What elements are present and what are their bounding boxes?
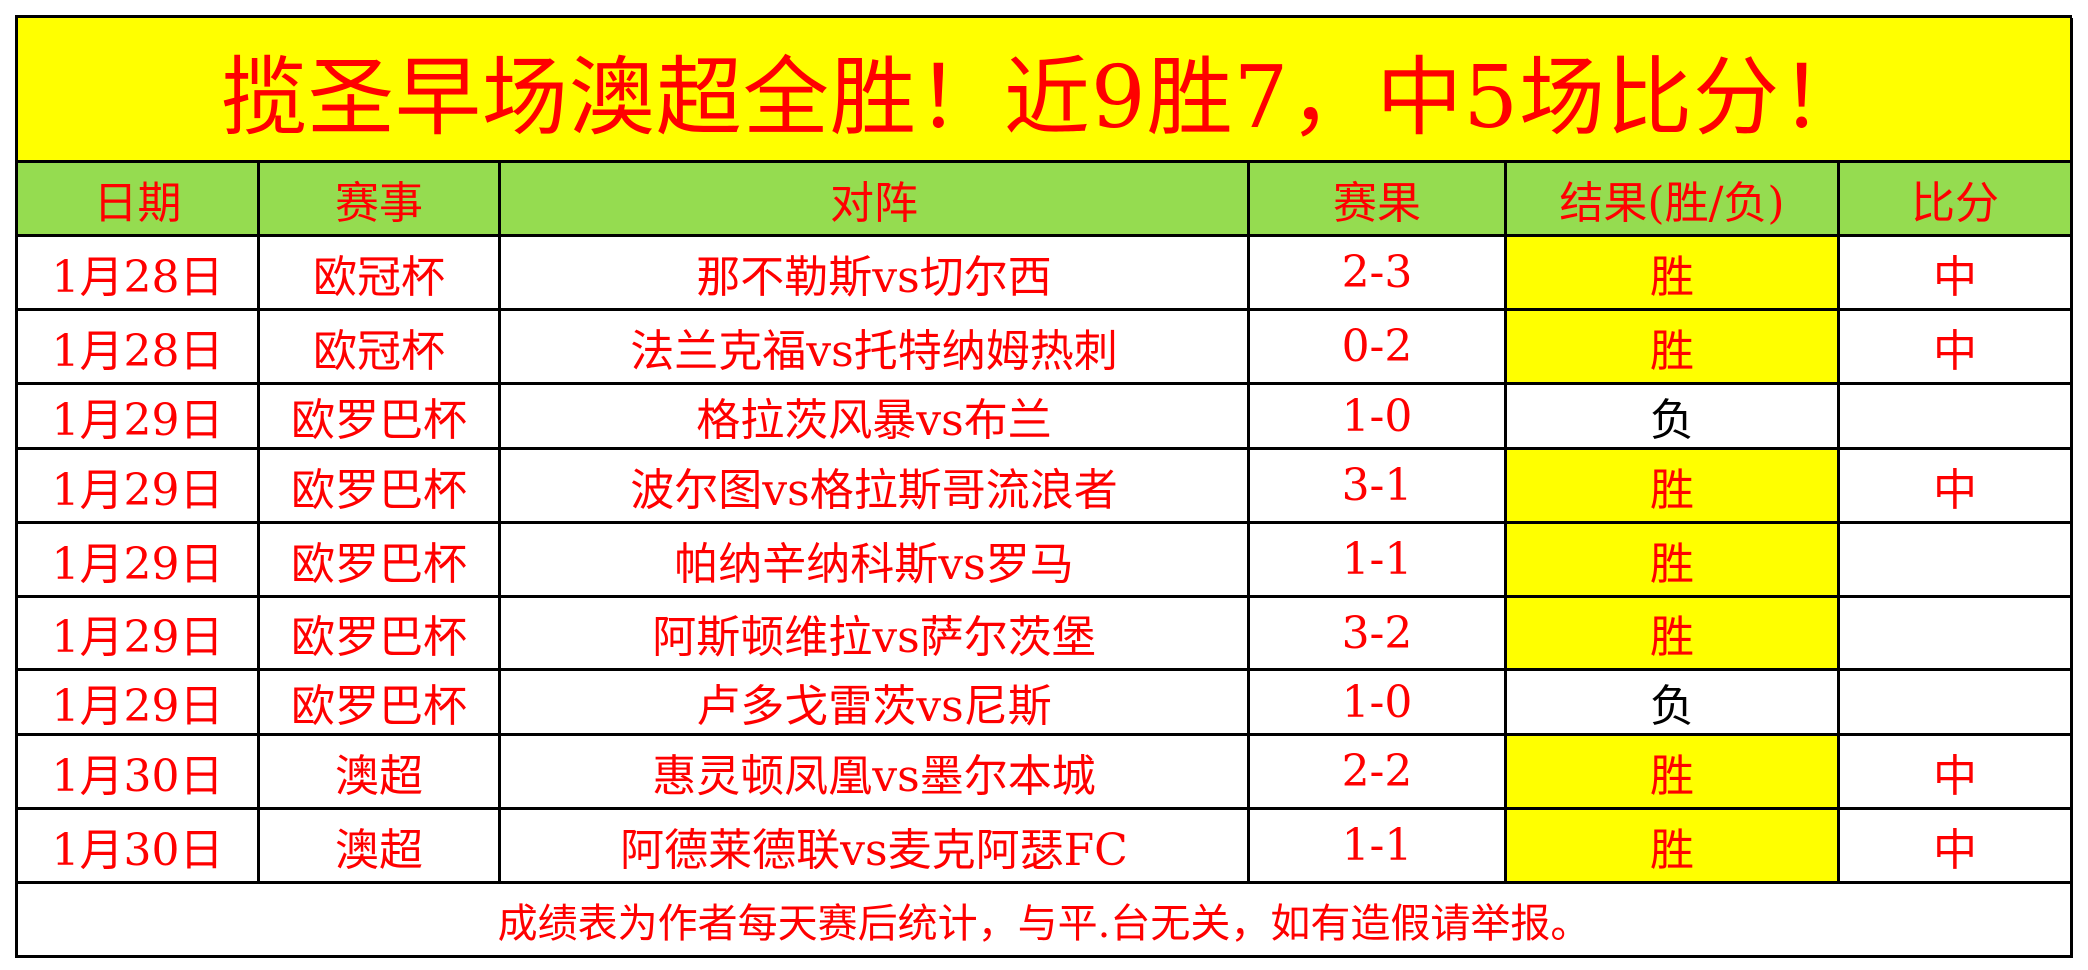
- score-cell: 0-2: [1250, 311, 1507, 385]
- date-cell: 1月29日: [18, 385, 260, 450]
- result-cell: 胜: [1507, 524, 1840, 598]
- score-cell: 1-0: [1250, 385, 1507, 450]
- exact-score-cell: 中: [1840, 810, 2073, 884]
- result-cell: 胜: [1507, 237, 1840, 311]
- match-cell: 阿斯顿维拉vs萨尔茨堡: [501, 598, 1250, 671]
- exact-score-cell: [1840, 385, 2073, 450]
- date-cell: 1月30日: [18, 736, 260, 810]
- date-cell: 1月29日: [18, 598, 260, 671]
- date-cell: 1月29日: [18, 671, 260, 736]
- score-cell: 1-1: [1250, 524, 1507, 598]
- match-cell: 卢多戈雷茨vs尼斯: [501, 671, 1250, 736]
- header-result: 结果(胜/负): [1507, 163, 1840, 237]
- league-cell: 澳超: [260, 736, 501, 810]
- league-cell: 欧罗巴杯: [260, 524, 501, 598]
- date-cell: 1月28日: [18, 311, 260, 385]
- date-cell: 1月28日: [18, 237, 260, 311]
- league-cell: 欧冠杯: [260, 237, 501, 311]
- score-cell: 1-0: [1250, 671, 1507, 736]
- league-cell: 欧冠杯: [260, 311, 501, 385]
- header-score: 赛果: [1250, 163, 1507, 237]
- results-table: 揽圣早场澳超全胜！近9胜7，中5场比分！ 日期 赛事 对阵 赛果 结果(胜/负)…: [15, 15, 2073, 958]
- exact-score-cell: 中: [1840, 450, 2073, 524]
- match-cell: 阿德莱德联vs麦克阿瑟FC: [501, 810, 1250, 884]
- score-cell: 3-1: [1250, 450, 1507, 524]
- score-cell: 2-3: [1250, 237, 1507, 311]
- header-date: 日期: [18, 163, 260, 237]
- result-cell: 胜: [1507, 598, 1840, 671]
- score-cell: 2-2: [1250, 736, 1507, 810]
- result-cell: 胜: [1507, 311, 1840, 385]
- league-cell: 欧罗巴杯: [260, 450, 501, 524]
- match-cell: 惠灵顿凤凰vs墨尔本城: [501, 736, 1250, 810]
- footer-note: 成绩表为作者每天赛后统计，与平.台无关，如有造假请举报。: [18, 884, 2073, 958]
- exact-score-cell: [1840, 598, 2073, 671]
- league-cell: 澳超: [260, 810, 501, 884]
- exact-score-cell: 中: [1840, 237, 2073, 311]
- match-cell: 格拉茨风暴vs布兰: [501, 385, 1250, 450]
- result-cell: 胜: [1507, 450, 1840, 524]
- result-cell: 负: [1507, 671, 1840, 736]
- result-cell: 负: [1507, 385, 1840, 450]
- header-exact-score: 比分: [1840, 163, 2073, 237]
- league-cell: 欧罗巴杯: [260, 598, 501, 671]
- score-cell: 3-2: [1250, 598, 1507, 671]
- date-cell: 1月30日: [18, 810, 260, 884]
- date-cell: 1月29日: [18, 450, 260, 524]
- header-league: 赛事: [260, 163, 501, 237]
- match-cell: 那不勒斯vs切尔西: [501, 237, 1250, 311]
- exact-score-cell: 中: [1840, 311, 2073, 385]
- league-cell: 欧罗巴杯: [260, 385, 501, 450]
- result-cell: 胜: [1507, 810, 1840, 884]
- page-title: 揽圣早场澳超全胜！近9胜7，中5场比分！: [18, 18, 2073, 163]
- score-cell: 1-1: [1250, 810, 1507, 884]
- exact-score-cell: [1840, 524, 2073, 598]
- league-cell: 欧罗巴杯: [260, 671, 501, 736]
- date-cell: 1月29日: [18, 524, 260, 598]
- header-match: 对阵: [501, 163, 1250, 237]
- match-cell: 波尔图vs格拉斯哥流浪者: [501, 450, 1250, 524]
- exact-score-cell: [1840, 671, 2073, 736]
- result-cell: 胜: [1507, 736, 1840, 810]
- match-cell: 法兰克福vs托特纳姆热刺: [501, 311, 1250, 385]
- match-cell: 帕纳辛纳科斯vs罗马: [501, 524, 1250, 598]
- exact-score-cell: 中: [1840, 736, 2073, 810]
